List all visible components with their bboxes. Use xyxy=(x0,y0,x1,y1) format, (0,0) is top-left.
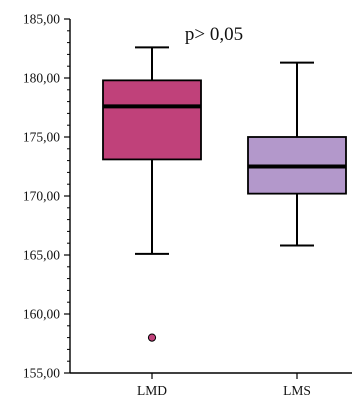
y-tick-label: 180,00 xyxy=(23,71,60,86)
x-category-label: LMD xyxy=(137,383,167,398)
y-tick-label: 160,00 xyxy=(23,307,60,322)
y-tick-label: 175,00 xyxy=(23,130,60,145)
iqr-box xyxy=(102,79,202,161)
p-value-annotation: p> 0,05 xyxy=(185,24,243,45)
x-category-label: LMS xyxy=(283,383,311,398)
y-tick-label: 155,00 xyxy=(23,366,60,381)
outlier-point xyxy=(147,333,157,342)
box-group-lmd xyxy=(102,46,202,342)
y-tick-label: 170,00 xyxy=(23,189,60,204)
y-tick-label: 185,00 xyxy=(23,12,60,27)
box-group-lms xyxy=(247,61,347,247)
y-tick-label: 165,00 xyxy=(23,248,60,263)
axes: 185,00 180,00 175,00 170,00 165,00 160,00 155,… xyxy=(23,12,352,398)
boxes xyxy=(102,46,347,342)
